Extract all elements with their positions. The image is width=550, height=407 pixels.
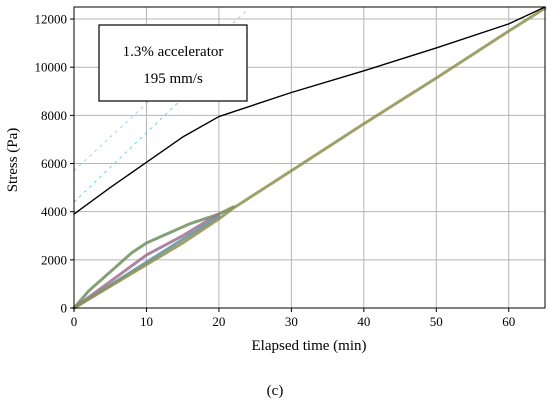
y-tick-label: 6000 [41,156,67,171]
axis-ticks: 0 10 20 30 40 50 60 0 2000 4000 6000 8000 10000 12000 [35,12,516,329]
y-tick-label: 4000 [41,204,67,219]
y-axis-label: Stress (Pa) [5,128,21,193]
annotation-line-1: 1.3% accelerator [123,44,224,60]
series-line [72,205,235,310]
y-tick-label: 0 [61,301,68,316]
x-tick-label: 40 [357,314,370,329]
y-tick-label: 2000 [41,252,67,267]
faint-dashed-line [73,35,249,203]
x-tick-label: 0 [71,314,78,329]
y-tick-label: 12000 [35,12,68,27]
annotation-box: 1.3% accelerator 195 mm/s [98,24,248,102]
series-line-black [73,6,546,215]
x-tick-label: 60 [502,314,515,329]
x-tick-label: 30 [285,314,298,329]
annotation-line-2: 195 mm/s [143,71,203,87]
series-line [72,212,221,310]
x-axis-label: Elapsed time (min) [252,338,367,354]
series-line [72,6,547,310]
plot-frame [73,6,546,309]
x-tick-label: 10 [140,314,153,329]
y-tick-label: 10000 [35,60,68,75]
series-lines [72,6,547,310]
figure-caption: (c) [267,383,284,399]
x-tick-label: 50 [430,314,443,329]
y-tick-label: 8000 [41,108,67,123]
x-tick-label: 20 [212,314,225,329]
